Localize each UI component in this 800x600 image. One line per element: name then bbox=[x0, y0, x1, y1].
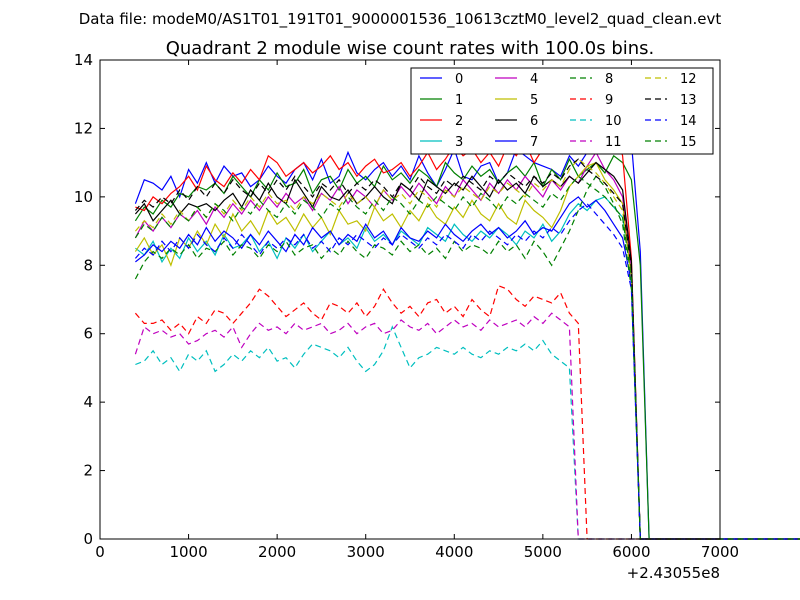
x-tick-label: 7000 bbox=[701, 543, 739, 561]
legend-label-7: 7 bbox=[530, 135, 538, 150]
x-tick-label: 0 bbox=[95, 543, 105, 561]
y-tick-label: 8 bbox=[83, 256, 93, 274]
series-layer bbox=[134, 85, 800, 540]
x-tick-label: 5000 bbox=[524, 543, 562, 561]
x-offset-label: +2.43055e8 bbox=[627, 564, 720, 582]
y-tick-label: 4 bbox=[83, 393, 93, 411]
legend-label-8: 8 bbox=[605, 72, 613, 87]
series-line-14 bbox=[134, 202, 800, 540]
legend-label-10: 10 bbox=[605, 114, 622, 129]
y-tick-label: 6 bbox=[83, 325, 93, 343]
y-tick-label: 0 bbox=[83, 530, 93, 548]
legend-label-2: 2 bbox=[455, 114, 463, 129]
series-line-15 bbox=[134, 175, 800, 540]
legend-label-1: 1 bbox=[455, 93, 463, 108]
x-tick-label: 3000 bbox=[347, 543, 385, 561]
legend-label-3: 3 bbox=[455, 135, 463, 150]
x-tick-label: 1000 bbox=[169, 543, 207, 561]
y-tick-label: 10 bbox=[74, 188, 93, 206]
legend-label-0: 0 bbox=[455, 72, 463, 87]
legend-frame bbox=[410, 67, 714, 155]
series-line-9 bbox=[134, 285, 800, 540]
chart-title: Quadrant 2 module wise count rates with … bbox=[166, 38, 655, 59]
legend-label-5: 5 bbox=[530, 93, 538, 108]
plot-frame bbox=[99, 59, 721, 540]
legend-label-12: 12 bbox=[680, 72, 697, 87]
legend-label-14: 14 bbox=[680, 114, 697, 129]
x-tick-label: 6000 bbox=[612, 543, 650, 561]
suptitle: Data file: modeM0/AS1T01_191T01_90000015… bbox=[79, 10, 722, 29]
legend-label-6: 6 bbox=[530, 114, 538, 129]
legend-label-9: 9 bbox=[605, 93, 613, 108]
y-tick-label: 12 bbox=[74, 119, 93, 137]
legend-label-4: 4 bbox=[530, 72, 538, 87]
legend-label-15: 15 bbox=[680, 135, 697, 150]
x-tick-label: 2000 bbox=[258, 543, 296, 561]
x-tick-label: 4000 bbox=[435, 543, 473, 561]
legend-label-13: 13 bbox=[680, 93, 697, 108]
legend-label-11: 11 bbox=[605, 135, 622, 150]
y-tick-label: 2 bbox=[83, 462, 93, 480]
y-tick-label: 14 bbox=[74, 51, 93, 69]
